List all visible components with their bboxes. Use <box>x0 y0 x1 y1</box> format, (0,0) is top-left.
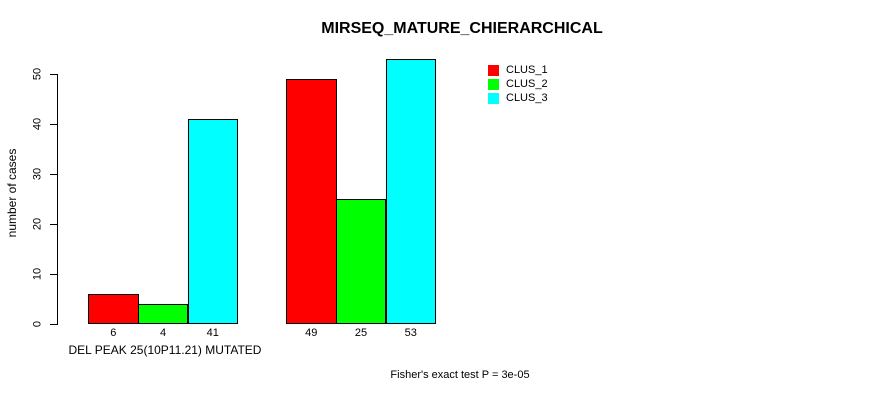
legend-item-clus_1: CLUS_1 <box>488 63 548 77</box>
bar-clus_3-group2 <box>385 59 436 324</box>
legend-item-clus_2: CLUS_2 <box>488 77 548 91</box>
bar-value-label: 53 <box>404 327 417 339</box>
bar-clus_2-group2 <box>335 199 387 324</box>
legend-item-clus_3: CLUS_3 <box>488 91 548 105</box>
bar-clus_3-group1 <box>187 119 238 324</box>
legend: CLUS_1 CLUS_2 CLUS_3 <box>488 63 548 105</box>
y-axis-line <box>57 74 58 325</box>
y-axis-tick <box>50 324 57 325</box>
legend-label: CLUS_3 <box>506 91 548 104</box>
y-axis-tick <box>50 274 57 275</box>
y-axis-tick-label: 30 <box>31 167 44 181</box>
legend-swatch-clus_1 <box>488 64 499 76</box>
bar-value-label: 4 <box>159 327 167 339</box>
y-axis-tick-label: 10 <box>31 267 44 281</box>
y-axis-tick <box>50 74 57 75</box>
y-axis-tick <box>50 224 57 225</box>
y-axis-tick-label: 40 <box>31 117 44 131</box>
bar-clus_1-group1 <box>88 294 139 324</box>
bar-value-label: 25 <box>354 327 368 339</box>
bar-clus_2-group1 <box>137 304 189 324</box>
legend-swatch-clus_2 <box>488 78 499 90</box>
legend-swatch-clus_3 <box>488 92 499 104</box>
legend-label: CLUS_1 <box>506 63 548 76</box>
y-axis-title: number of cases <box>5 148 19 238</box>
bar-clus_1-group2 <box>286 79 337 324</box>
y-axis-tick <box>50 124 57 125</box>
legend-label: CLUS_2 <box>506 77 548 90</box>
y-axis-tick <box>50 174 57 175</box>
y-axis-tick-label: 0 <box>31 320 44 328</box>
chart-title: MIRSEQ_MATURE_CHIERARCHICAL <box>321 20 603 37</box>
bar-value-label: 49 <box>305 327 318 339</box>
y-axis-tick-label: 50 <box>31 67 44 81</box>
bar-value-label: 6 <box>110 327 117 339</box>
bar-value-label: 41 <box>206 327 219 339</box>
x-axis-title: DEL PEAK 25(10P11.21) MUTATED <box>68 343 262 357</box>
annotation-text: Fisher's exact test P = 3e-05 <box>390 369 530 381</box>
y-axis-tick-label: 20 <box>31 217 44 231</box>
